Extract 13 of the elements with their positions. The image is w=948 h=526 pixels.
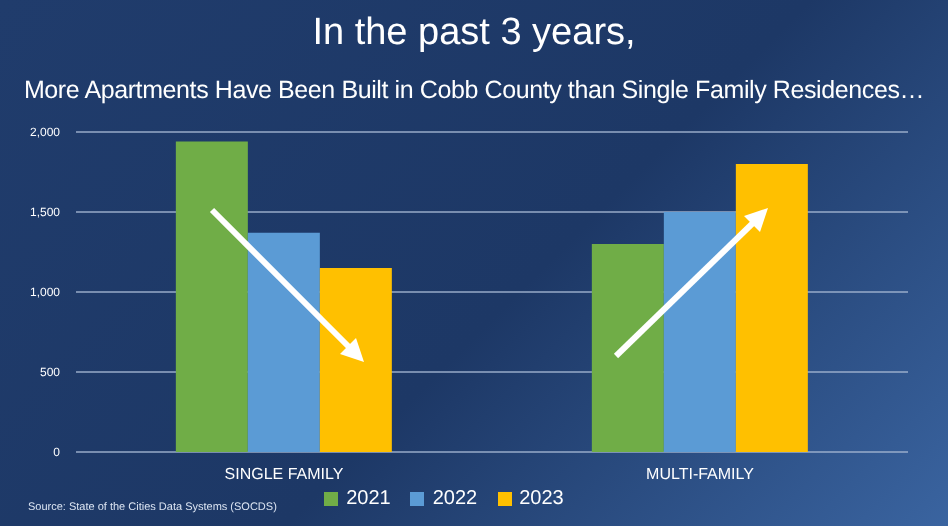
- x-tick-label: MULTI-FAMILY: [646, 465, 756, 484]
- bar: [175, 141, 248, 452]
- bar: [663, 212, 736, 452]
- bar: [247, 232, 320, 452]
- legend-label: 2023: [519, 488, 564, 510]
- legend-label: 2022: [432, 488, 478, 510]
- bar: [591, 244, 664, 452]
- bar: [735, 164, 808, 452]
- legend-label: 2021: [346, 488, 391, 510]
- chart-title: In the past 3 years,: [310, 12, 638, 56]
- x-tick-label: SINGLE FAMILY: [224, 465, 345, 484]
- chart-subtitle: More Apartments Have Been Built in Cobb County than Single Family Residences…: [21, 76, 927, 104]
- bar: [319, 268, 392, 452]
